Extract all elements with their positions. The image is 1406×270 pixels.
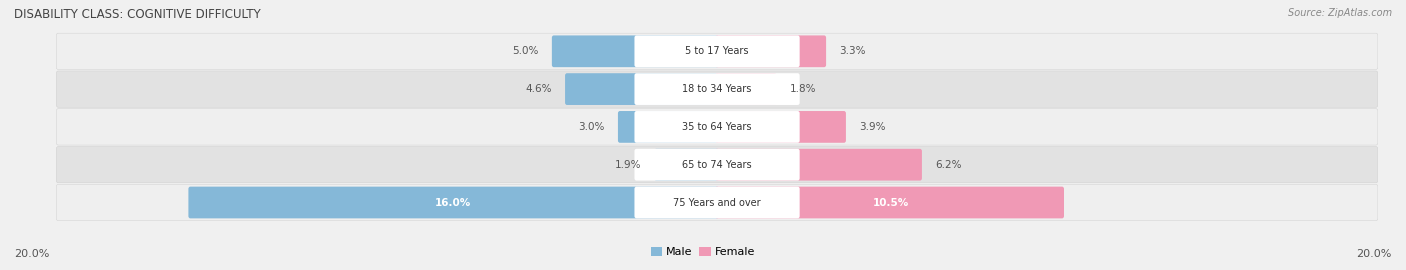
Text: 10.5%: 10.5%	[872, 197, 908, 208]
Text: 20.0%: 20.0%	[14, 249, 49, 259]
FancyBboxPatch shape	[716, 149, 922, 181]
Text: 18 to 34 Years: 18 to 34 Years	[682, 84, 752, 94]
Text: 1.9%: 1.9%	[614, 160, 641, 170]
Text: 5 to 17 Years: 5 to 17 Years	[685, 46, 749, 56]
FancyBboxPatch shape	[551, 35, 718, 67]
FancyBboxPatch shape	[634, 149, 800, 181]
FancyBboxPatch shape	[56, 147, 1378, 183]
FancyBboxPatch shape	[634, 111, 800, 143]
FancyBboxPatch shape	[565, 73, 718, 105]
FancyBboxPatch shape	[716, 187, 1064, 218]
FancyBboxPatch shape	[617, 111, 718, 143]
FancyBboxPatch shape	[716, 111, 846, 143]
Text: 5.0%: 5.0%	[512, 46, 538, 56]
Text: 16.0%: 16.0%	[434, 197, 471, 208]
FancyBboxPatch shape	[634, 35, 800, 67]
Text: 75 Years and over: 75 Years and over	[673, 197, 761, 208]
FancyBboxPatch shape	[56, 71, 1378, 107]
FancyBboxPatch shape	[634, 73, 800, 105]
Text: 1.8%: 1.8%	[790, 84, 817, 94]
FancyBboxPatch shape	[56, 184, 1378, 221]
Text: 35 to 64 Years: 35 to 64 Years	[682, 122, 752, 132]
FancyBboxPatch shape	[716, 73, 776, 105]
Text: 3.3%: 3.3%	[839, 46, 866, 56]
Text: 65 to 74 Years: 65 to 74 Years	[682, 160, 752, 170]
FancyBboxPatch shape	[188, 187, 718, 218]
Text: 4.6%: 4.6%	[526, 84, 551, 94]
FancyBboxPatch shape	[56, 109, 1378, 145]
Text: 3.9%: 3.9%	[859, 122, 886, 132]
Text: 20.0%: 20.0%	[1357, 249, 1392, 259]
FancyBboxPatch shape	[634, 187, 800, 218]
FancyBboxPatch shape	[716, 35, 827, 67]
FancyBboxPatch shape	[654, 149, 718, 181]
Text: 3.0%: 3.0%	[578, 122, 605, 132]
Text: Source: ZipAtlas.com: Source: ZipAtlas.com	[1288, 8, 1392, 18]
Text: 6.2%: 6.2%	[935, 160, 962, 170]
Legend: Male, Female: Male, Female	[647, 243, 759, 262]
Text: DISABILITY CLASS: COGNITIVE DIFFICULTY: DISABILITY CLASS: COGNITIVE DIFFICULTY	[14, 8, 260, 21]
FancyBboxPatch shape	[56, 33, 1378, 69]
